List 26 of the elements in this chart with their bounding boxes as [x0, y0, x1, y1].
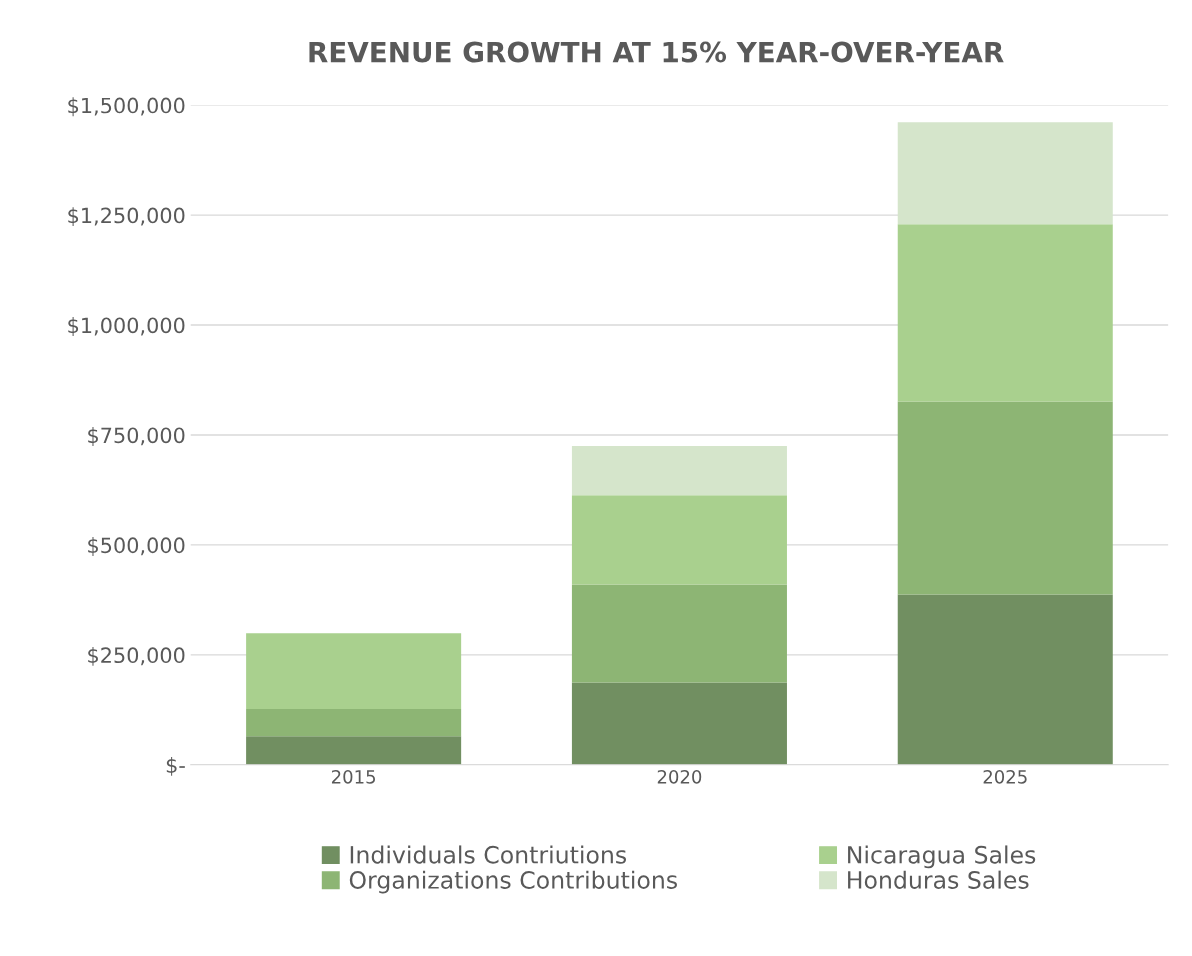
bar: [246, 736, 462, 765]
y-tick-label: $-: [166, 756, 185, 776]
bar: [897, 122, 1113, 225]
x-tick-label: 2020: [657, 769, 702, 784]
bar: [571, 445, 787, 496]
bar: [571, 495, 787, 585]
y-tick-label: $750,000: [88, 427, 185, 446]
bar: [571, 584, 787, 683]
y-tick-label: $1,250,000: [68, 207, 185, 227]
bar: [571, 682, 787, 765]
x-tick-label: 2015: [331, 769, 376, 784]
bar: [897, 224, 1113, 402]
y-tick-label: $500,000: [88, 537, 185, 556]
x-tick-label: 2025: [983, 769, 1027, 784]
y-tick-label: $250,000: [88, 646, 185, 666]
legend-label: Organizations Contributions: [349, 870, 677, 894]
bar: [897, 594, 1113, 765]
bar: [897, 401, 1113, 595]
chart-title: REVENUE GROWTH AT 15% YEAR-OVER-YEAR: [309, 41, 1004, 63]
y-tick-label: $1,500,000: [68, 97, 185, 117]
bar: [246, 708, 462, 737]
y-tick-label: $1,000,000: [68, 317, 185, 337]
legend-label: Nicaragua Sales: [848, 845, 1036, 869]
legend-label: Honduras Sales: [848, 870, 1029, 889]
legend-label: Individuals Contriutions: [350, 845, 627, 864]
bar: [246, 633, 462, 709]
